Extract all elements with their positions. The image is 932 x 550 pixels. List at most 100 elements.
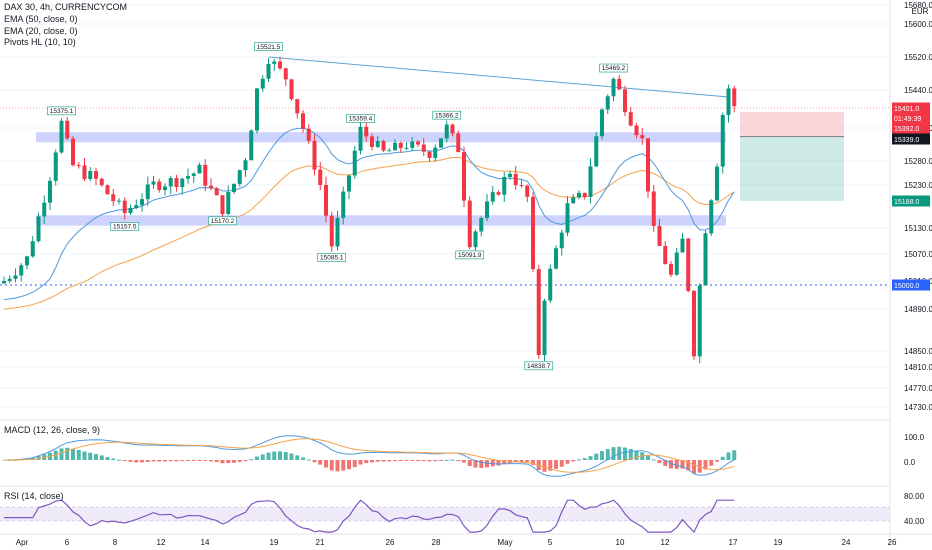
candle-body	[249, 130, 254, 161]
pivot-label-box	[455, 250, 485, 260]
candle-body	[352, 150, 357, 176]
macd-histogram-bar	[203, 460, 208, 461]
candle-body	[657, 225, 662, 246]
position-tool[interactable]	[740, 112, 844, 201]
macd-signal-line	[4, 438, 735, 473]
stop-price-badge-bg	[892, 195, 930, 207]
candle-body	[490, 192, 495, 202]
level-price-badge-bg	[892, 133, 930, 145]
macd-histogram-bar	[387, 460, 392, 462]
macd-histogram-bar	[381, 460, 386, 462]
candle-body	[341, 191, 346, 218]
candle-body	[674, 252, 679, 275]
candle-body	[306, 128, 311, 141]
price-tick: 15520.0	[904, 53, 932, 62]
macd-histogram-bar	[163, 460, 167, 462]
macd-histogram-bar	[726, 452, 731, 460]
candle-body	[163, 186, 167, 191]
candle-body	[387, 150, 392, 152]
macd-histogram-bar	[122, 460, 127, 462]
candle-body	[715, 166, 719, 201]
price-axis[interactable]: EUR15680.015600.015520.015440.015360.015…	[889, 0, 932, 545]
candle-body	[582, 192, 587, 197]
candle-body	[370, 136, 374, 147]
date-tick: 26	[888, 538, 897, 547]
candle-body	[278, 61, 282, 69]
candle-body	[559, 232, 564, 249]
candle-body	[186, 176, 190, 179]
candle-body	[686, 238, 691, 291]
macd-histogram-bar	[186, 460, 190, 461]
candle-body	[237, 170, 242, 184]
macd-histogram-bar	[554, 460, 558, 469]
rsi-tick: 40.00	[904, 517, 925, 526]
entry-price-badge: 15392.0	[894, 126, 919, 133]
pivot-label-box	[254, 42, 283, 51]
candle-body	[697, 285, 702, 357]
price-tick: 14730.0	[904, 403, 932, 412]
macd-histogram-bar	[318, 460, 323, 465]
candle-body	[272, 61, 277, 64]
candle-body	[479, 218, 484, 232]
macd-histogram-bar	[65, 447, 70, 460]
last-price-badge-bg	[892, 102, 930, 114]
candle-body	[13, 275, 18, 279]
macd-histogram-bar	[421, 460, 426, 461]
price-tick: 15440.0	[904, 86, 932, 95]
pivot-label: 15359.4	[349, 116, 373, 123]
date-tick: 5	[548, 538, 553, 547]
macd-histogram-bar	[272, 451, 277, 460]
candle-body	[30, 241, 35, 257]
ema20-line	[3, 127, 735, 301]
macd-histogram-bar	[341, 460, 346, 471]
macd-histogram-bar	[479, 460, 484, 468]
macd-histogram-bar	[111, 458, 116, 460]
pivot-label: 15085.1	[320, 255, 344, 262]
macd-histogram-bar	[467, 460, 472, 466]
macd-histogram-bar	[416, 460, 420, 461]
candle-body	[588, 166, 593, 197]
macd-histogram-bar	[312, 460, 317, 463]
candle-body	[99, 178, 104, 186]
rsi-band	[0, 507, 890, 521]
candle-body	[180, 178, 185, 188]
macd-histogram-bar	[76, 449, 81, 460]
macd-histogram-bar	[151, 460, 156, 462]
macd-histogram-bar	[531, 460, 535, 465]
macd-histogram-bar	[571, 460, 576, 462]
macd-histogram-bar	[94, 454, 98, 460]
candle-body	[122, 200, 127, 214]
candle-body	[513, 173, 518, 186]
macd-histogram-bar	[301, 457, 305, 460]
macd-histogram-bar	[128, 460, 133, 462]
rsi-tick: 80.00	[904, 492, 925, 501]
date-tick: 24	[842, 538, 851, 547]
legend-ema50: EMA (50, close, 0)	[4, 14, 78, 24]
rsi-line	[4, 499, 735, 534]
candle-body	[444, 124, 449, 139]
candle-body	[48, 180, 52, 203]
price-tick: 15230.0	[904, 181, 932, 190]
macd-histogram-bar	[674, 460, 679, 469]
macd-histogram-bar	[594, 453, 599, 460]
price-tick: 15680.0	[904, 1, 932, 10]
date-tick: 12	[157, 538, 166, 547]
candle-body	[393, 142, 397, 151]
candle-body	[525, 185, 530, 197]
time-axis[interactable]: Apr 6 8 12 14 19 21 26 28 May 5 10 12 17 19 24 26	[0, 533, 932, 547]
macd-tick: 100.0	[904, 433, 925, 442]
macd-histogram-bar	[720, 456, 725, 460]
trendline[interactable]	[268, 56, 729, 98]
macd-histogram-bar	[525, 460, 530, 463]
candle-body	[232, 183, 236, 193]
candle-body	[404, 147, 409, 149]
macd-histogram-bar	[410, 460, 415, 461]
candle-body	[427, 151, 432, 158]
macd-histogram-bar	[657, 460, 662, 463]
level-price-badge: 15339.0	[894, 137, 919, 144]
candle-body	[473, 231, 478, 248]
candle-body	[623, 89, 627, 113]
price-tick: 15280.0	[904, 157, 932, 166]
last-price-badge: 15401.0	[894, 106, 919, 113]
